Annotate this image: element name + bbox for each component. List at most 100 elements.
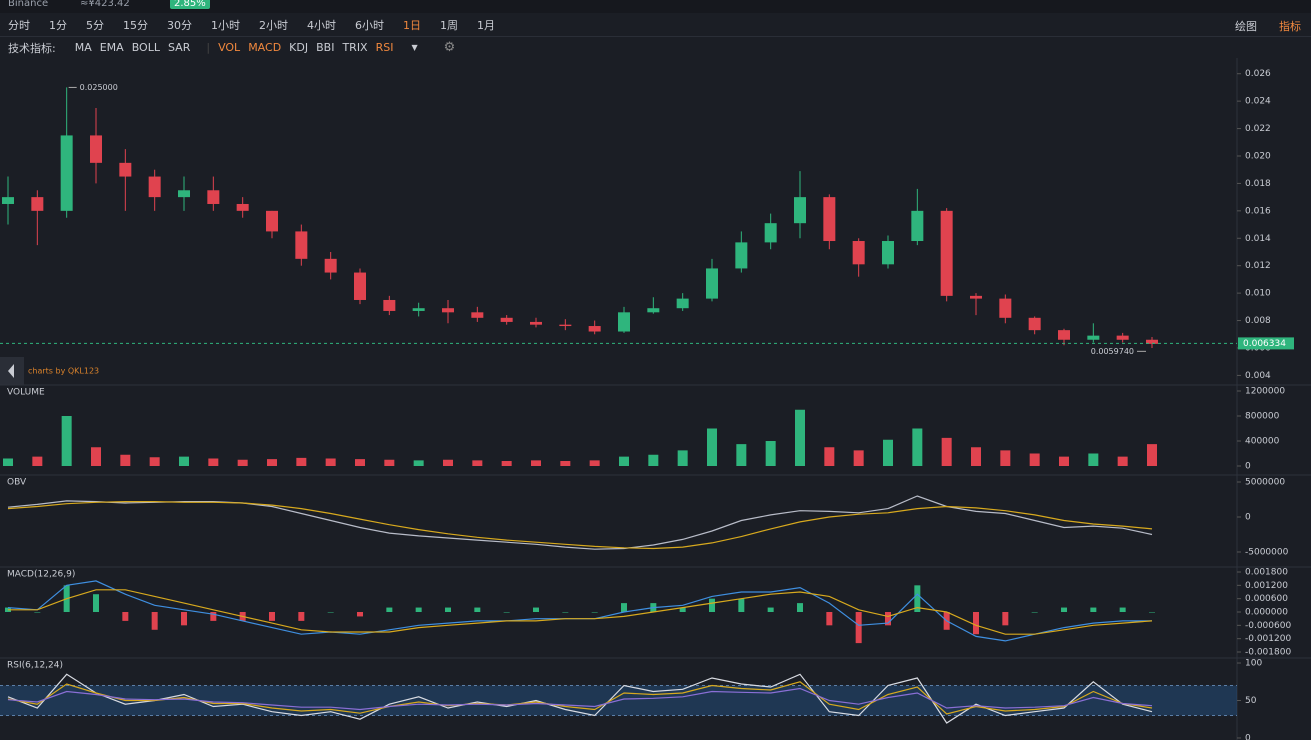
volume-bar <box>1029 453 1040 466</box>
settings-icon[interactable]: ⚙ <box>443 40 456 55</box>
y-tick-label: 0.008 <box>1245 316 1271 326</box>
main-indicator[interactable]: SAR <box>167 41 191 54</box>
change: 2.85% <box>170 0 210 9</box>
volume-bar <box>971 447 981 466</box>
macd-bar <box>269 612 275 621</box>
volume-bar <box>443 459 453 466</box>
timeframe-tab[interactable]: 分时 <box>8 19 30 32</box>
toolbar-action[interactable]: 指标 <box>1279 19 1301 33</box>
macd-bar <box>679 607 686 612</box>
macd-bar <box>503 612 510 613</box>
candle-body <box>266 210 278 232</box>
timeframe-tab[interactable]: 1月 <box>477 19 495 32</box>
volume-bar <box>824 447 835 466</box>
sub-indicator[interactable]: BBI <box>316 41 335 54</box>
candle-body <box>1146 339 1158 344</box>
y-tick-label: 400000 <box>1245 437 1280 447</box>
macd-bar <box>709 598 715 612</box>
macd-bar <box>474 607 481 612</box>
volume-bar <box>501 461 512 466</box>
timeframe-tab[interactable]: 1小时 <box>211 19 240 32</box>
y-tick-label: 0.010 <box>1245 289 1271 299</box>
timeframe-tab[interactable]: 1周 <box>440 19 458 32</box>
timeframe-tab[interactable]: 2小时 <box>259 19 288 32</box>
timeframe-tab[interactable]: 1日 <box>403 19 421 32</box>
candle-body <box>178 190 190 198</box>
macd-bar <box>914 585 921 612</box>
y-tick-label: 0.000000 <box>1245 608 1288 618</box>
candle-body <box>1058 330 1070 340</box>
volume-bar <box>677 450 688 466</box>
candle-body <box>676 298 689 309</box>
macd-bar <box>1090 607 1097 612</box>
y-tick-label: 5000000 <box>1245 477 1285 487</box>
panel-title: VOLUME <box>7 388 45 398</box>
y-tick-label: 0.004 <box>1245 371 1271 381</box>
candle-body <box>236 203 249 211</box>
candle-body <box>882 241 894 265</box>
y-tick-label: 0.024 <box>1245 97 1271 107</box>
candle-body <box>324 258 337 273</box>
main-indicator[interactable]: BOLL <box>131 41 160 54</box>
macd-bar <box>562 612 569 613</box>
volume-bar <box>560 461 571 466</box>
candle-body <box>530 321 542 325</box>
volume-bar <box>1088 453 1099 466</box>
timeframe-tab[interactable]: 5分 <box>86 19 104 32</box>
volume-bar <box>941 437 952 466</box>
candle-body <box>412 308 425 311</box>
macd-bar <box>767 607 774 612</box>
macd-bar <box>973 612 979 635</box>
candle-body <box>794 197 806 224</box>
main-indicator[interactable]: EMA <box>99 41 124 54</box>
last-price-label: 0.006334 <box>1243 339 1286 349</box>
timeframe-tab[interactable]: 6小时 <box>355 19 384 32</box>
y-tick-label: 0.014 <box>1245 234 1271 244</box>
candle-body <box>911 210 924 242</box>
volume-bar <box>1147 444 1157 466</box>
volume-bar <box>1117 456 1128 466</box>
sub-indicator[interactable]: KDJ <box>289 41 309 54</box>
candle-body <box>647 308 660 313</box>
sub-indicator[interactable]: TRIX <box>342 41 368 54</box>
panel-title: OBV <box>7 478 27 488</box>
macd-bar <box>327 612 334 613</box>
y-tick-label: -0.001800 <box>1245 648 1291 658</box>
main-indicator[interactable]: MA <box>74 41 92 54</box>
candle-body <box>735 242 748 269</box>
macd-bar <box>855 612 862 644</box>
toolbar-action[interactable]: 绘图 <box>1235 19 1257 33</box>
macd-bar <box>1149 612 1155 613</box>
candle-body <box>823 197 836 242</box>
volume-bar <box>384 459 395 466</box>
separator: | <box>206 41 211 54</box>
volume-bar <box>179 456 189 466</box>
candle-body <box>207 190 220 204</box>
volume-bar <box>355 459 365 466</box>
volume-bar <box>648 454 659 466</box>
macd-bar <box>93 594 99 612</box>
y-tick-label: 0.001200 <box>1245 581 1288 591</box>
timeframe-tab[interactable]: 1分 <box>49 19 67 32</box>
y-tick-label: 50 <box>1245 696 1257 706</box>
sub-indicator[interactable]: RSI <box>375 41 394 54</box>
y-tick-label: 0.022 <box>1245 124 1271 134</box>
timeframe-tab[interactable]: 15分 <box>123 19 148 32</box>
sub-indicator[interactable]: VOL <box>218 41 241 54</box>
volume-bar <box>61 416 72 466</box>
sub-indicator[interactable]: MACD <box>248 41 282 54</box>
volume-bar <box>472 460 483 466</box>
volume-bar <box>237 459 248 466</box>
candle-body <box>1116 335 1129 340</box>
dropdown[interactable]: ▼ <box>411 43 418 52</box>
low-label: 0.0059740 <box>1091 347 1134 356</box>
volume-bar <box>531 460 541 466</box>
candle-body <box>940 210 953 296</box>
volume-bar <box>736 444 747 466</box>
timeframe-tab[interactable]: 30分 <box>167 19 192 32</box>
panel: 1200000 800000 400000 0 VOLUME <box>3 387 1285 472</box>
timeframe-tab[interactable]: 4小时 <box>307 19 336 32</box>
volume-bar <box>325 458 336 466</box>
y-tick-label: 0 <box>1245 512 1251 522</box>
macd-bar <box>415 607 422 612</box>
